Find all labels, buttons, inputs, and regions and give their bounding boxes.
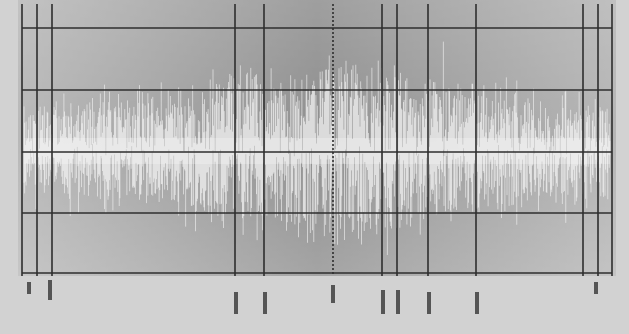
mark xyxy=(234,292,238,314)
mark xyxy=(381,290,385,314)
page: (() => { const svg = document.getElement… xyxy=(0,0,629,334)
mark xyxy=(48,280,52,300)
recording-photo xyxy=(0,0,629,334)
mark xyxy=(27,282,31,294)
mark xyxy=(427,292,431,314)
mark xyxy=(475,292,479,314)
mark xyxy=(331,285,335,303)
trace-core xyxy=(24,138,610,164)
mark xyxy=(396,290,400,314)
mark xyxy=(594,282,598,294)
mark xyxy=(263,292,267,314)
